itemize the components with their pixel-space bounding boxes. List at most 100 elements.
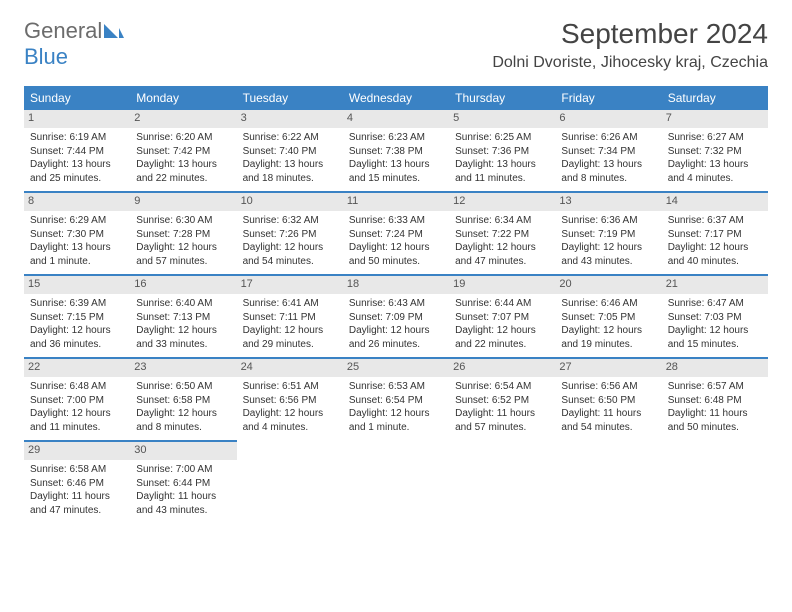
header: General Blue September 2024 Dolni Dvoris…: [24, 18, 768, 72]
day-dl2: and 43 minutes.: [136, 504, 230, 518]
day-ss: Sunset: 7:38 PM: [349, 145, 443, 159]
day-ss: Sunset: 7:07 PM: [455, 311, 549, 325]
dayhead-thu: Thursday: [449, 86, 555, 110]
day-sr: Sunrise: 6:47 AM: [668, 297, 762, 311]
day-number: 29: [24, 442, 130, 460]
day-cell: 3Sunrise: 6:22 AMSunset: 7:40 PMDaylight…: [237, 110, 343, 192]
day-dl1: Daylight: 12 hours: [136, 407, 230, 421]
day-dl1: Daylight: 12 hours: [243, 324, 337, 338]
day-cell: 21Sunrise: 6:47 AMSunset: 7:03 PMDayligh…: [662, 275, 768, 358]
day-dl2: and 22 minutes.: [136, 172, 230, 186]
day-dl1: Daylight: 11 hours: [668, 407, 762, 421]
day-cell: 27Sunrise: 6:56 AMSunset: 6:50 PMDayligh…: [555, 358, 661, 441]
day-sr: Sunrise: 6:57 AM: [668, 380, 762, 394]
day-dl1: Daylight: 12 hours: [349, 407, 443, 421]
day-dl2: and 33 minutes.: [136, 338, 230, 352]
day-dl2: and 50 minutes.: [349, 255, 443, 269]
day-info: Sunrise: 6:53 AMSunset: 6:54 PMDaylight:…: [349, 380, 443, 434]
day-dl2: and 4 minutes.: [243, 421, 337, 435]
day-cell: 11Sunrise: 6:33 AMSunset: 7:24 PMDayligh…: [343, 192, 449, 275]
day-dl1: Daylight: 12 hours: [561, 241, 655, 255]
day-info: Sunrise: 6:58 AMSunset: 6:46 PMDaylight:…: [30, 463, 124, 517]
day-dl2: and 4 minutes.: [668, 172, 762, 186]
day-number: 12: [449, 193, 555, 211]
day-sr: Sunrise: 6:30 AM: [136, 214, 230, 228]
day-dl1: Daylight: 13 hours: [455, 158, 549, 172]
day-ss: Sunset: 7:42 PM: [136, 145, 230, 159]
day-info: Sunrise: 7:00 AMSunset: 6:44 PMDaylight:…: [136, 463, 230, 517]
day-sr: Sunrise: 6:44 AM: [455, 297, 549, 311]
day-info: Sunrise: 6:56 AMSunset: 6:50 PMDaylight:…: [561, 380, 655, 434]
day-ss: Sunset: 7:32 PM: [668, 145, 762, 159]
week-row: 15Sunrise: 6:39 AMSunset: 7:15 PMDayligh…: [24, 275, 768, 358]
day-sr: Sunrise: 6:33 AM: [349, 214, 443, 228]
day-number: 30: [130, 442, 236, 460]
day-dl2: and 11 minutes.: [30, 421, 124, 435]
day-dl2: and 26 minutes.: [349, 338, 443, 352]
day-number: 28: [662, 359, 768, 377]
day-cell: 9Sunrise: 6:30 AMSunset: 7:28 PMDaylight…: [130, 192, 236, 275]
logo-text-general: General: [24, 18, 102, 43]
day-cell: 12Sunrise: 6:34 AMSunset: 7:22 PMDayligh…: [449, 192, 555, 275]
day-cell: 15Sunrise: 6:39 AMSunset: 7:15 PMDayligh…: [24, 275, 130, 358]
day-sr: Sunrise: 6:25 AM: [455, 131, 549, 145]
day-ss: Sunset: 7:36 PM: [455, 145, 549, 159]
day-info: Sunrise: 6:40 AMSunset: 7:13 PMDaylight:…: [136, 297, 230, 351]
day-ss: Sunset: 6:56 PM: [243, 394, 337, 408]
day-cell: [343, 441, 449, 523]
day-sr: Sunrise: 6:22 AM: [243, 131, 337, 145]
day-info: Sunrise: 6:26 AMSunset: 7:34 PMDaylight:…: [561, 131, 655, 185]
day-info: Sunrise: 6:47 AMSunset: 7:03 PMDaylight:…: [668, 297, 762, 351]
day-dl1: Daylight: 13 hours: [243, 158, 337, 172]
day-cell: 30 Sunrise: 7:00 AMSunset: 6:44 PMDayligh…: [130, 441, 236, 523]
day-ss: Sunset: 7:17 PM: [668, 228, 762, 242]
day-ss: Sunset: 7:09 PM: [349, 311, 443, 325]
day-dl1: Daylight: 13 hours: [30, 241, 124, 255]
day-ss: Sunset: 6:52 PM: [455, 394, 549, 408]
day-cell: 28Sunrise: 6:57 AMSunset: 6:48 PMDayligh…: [662, 358, 768, 441]
day-dl1: Daylight: 12 hours: [349, 324, 443, 338]
day-cell: 23Sunrise: 6:50 AMSunset: 6:58 PMDayligh…: [130, 358, 236, 441]
day-info: Sunrise: 6:30 AMSunset: 7:28 PMDaylight:…: [136, 214, 230, 268]
day-dl1: Daylight: 12 hours: [668, 324, 762, 338]
day-dl1: Daylight: 11 hours: [30, 490, 124, 504]
day-cell: 29 Sunrise: 6:58 AMSunset: 6:46 PMDayligh…: [24, 441, 130, 523]
day-dl2: and 15 minutes.: [668, 338, 762, 352]
title-block: September 2024 Dolni Dvoriste, Jihocesky…: [492, 18, 768, 72]
day-sr: Sunrise: 6:48 AM: [30, 380, 124, 394]
day-dl2: and 47 minutes.: [455, 255, 549, 269]
day-cell: 10Sunrise: 6:32 AMSunset: 7:26 PMDayligh…: [237, 192, 343, 275]
day-dl1: Daylight: 12 hours: [136, 324, 230, 338]
day-sr: Sunrise: 6:27 AM: [668, 131, 762, 145]
day-ss: Sunset: 6:50 PM: [561, 394, 655, 408]
day-cell: 17Sunrise: 6:41 AMSunset: 7:11 PMDayligh…: [237, 275, 343, 358]
day-cell: 14Sunrise: 6:37 AMSunset: 7:17 PMDayligh…: [662, 192, 768, 275]
day-sr: Sunrise: 6:54 AM: [455, 380, 549, 394]
day-info: Sunrise: 6:46 AMSunset: 7:05 PMDaylight:…: [561, 297, 655, 351]
day-dl1: Daylight: 12 hours: [455, 324, 549, 338]
day-cell: 6Sunrise: 6:26 AMSunset: 7:34 PMDaylight…: [555, 110, 661, 192]
day-header-row: Sunday Monday Tuesday Wednesday Thursday…: [24, 86, 768, 110]
day-dl1: Daylight: 12 hours: [30, 324, 124, 338]
day-info: Sunrise: 6:39 AMSunset: 7:15 PMDaylight:…: [30, 297, 124, 351]
day-dl1: Daylight: 12 hours: [136, 241, 230, 255]
day-number: 1: [24, 110, 130, 128]
day-ss: Sunset: 7:28 PM: [136, 228, 230, 242]
day-cell: 18Sunrise: 6:43 AMSunset: 7:09 PMDayligh…: [343, 275, 449, 358]
day-sr: Sunrise: 6:32 AM: [243, 214, 337, 228]
day-info: Sunrise: 6:41 AMSunset: 7:11 PMDaylight:…: [243, 297, 337, 351]
day-info: Sunrise: 6:48 AMSunset: 7:00 PMDaylight:…: [30, 380, 124, 434]
day-info: Sunrise: 6:27 AMSunset: 7:32 PMDaylight:…: [668, 131, 762, 185]
location-text: Dolni Dvoriste, Jihocesky kraj, Czechia: [492, 54, 768, 72]
day-sr: Sunrise: 6:46 AM: [561, 297, 655, 311]
day-info: Sunrise: 6:32 AMSunset: 7:26 PMDaylight:…: [243, 214, 337, 268]
day-dl2: and 22 minutes.: [455, 338, 549, 352]
day-cell: 19Sunrise: 6:44 AMSunset: 7:07 PMDayligh…: [449, 275, 555, 358]
day-dl1: Daylight: 11 hours: [136, 490, 230, 504]
day-cell: 13Sunrise: 6:36 AMSunset: 7:19 PMDayligh…: [555, 192, 661, 275]
day-sr: Sunrise: 6:40 AM: [136, 297, 230, 311]
day-sr: Sunrise: 6:23 AM: [349, 131, 443, 145]
day-dl1: Daylight: 12 hours: [455, 241, 549, 255]
day-dl2: and 43 minutes.: [561, 255, 655, 269]
week-row: 1Sunrise: 6:19 AMSunset: 7:44 PMDaylight…: [24, 110, 768, 192]
